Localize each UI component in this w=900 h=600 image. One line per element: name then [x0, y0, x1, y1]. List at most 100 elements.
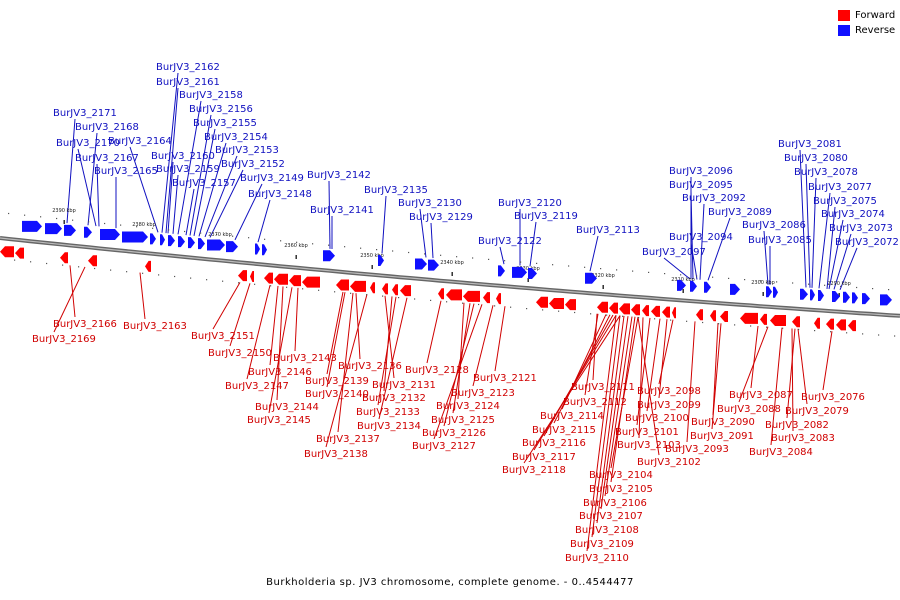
gene-label: BurJV3_2077	[808, 182, 872, 193]
lower-tick-dot	[14, 259, 16, 261]
gene-leader-line	[269, 285, 279, 366]
gene-leader-line	[658, 319, 668, 399]
reverse-gene-arrow	[188, 237, 195, 249]
gene-leader-line	[198, 142, 227, 237]
upper-tick-dot	[8, 212, 10, 215]
gene-label: BurJV3_2081	[778, 139, 842, 150]
gene-label: BurJV3_2134	[357, 421, 421, 432]
lower-tick-dot	[798, 328, 800, 331]
gene-leader-line	[172, 174, 179, 234]
upper-tick-dot	[488, 258, 490, 260]
reverse-gene-arrow	[84, 226, 92, 238]
gene-label: BurJV3_2098	[637, 386, 701, 397]
gene-leader-line	[419, 208, 427, 258]
gene-label: BurJV3_2078	[794, 167, 858, 178]
kbp-tick-mark	[371, 265, 373, 269]
gene-leader-line	[839, 247, 858, 290]
gene-leader-line	[229, 283, 251, 347]
gene-leader-line	[189, 114, 212, 236]
kbp-tick-label: 2350 kbp	[360, 253, 384, 259]
forward-gene-arrow	[631, 304, 640, 316]
gene-label: BurJV3_2075	[813, 196, 877, 207]
reverse-gene-arrow	[207, 239, 225, 251]
gene-leader-line	[711, 323, 722, 430]
upper-tick-dot	[888, 289, 890, 291]
upper-tick-dot	[328, 244, 330, 246]
reverse-gene-arrow	[100, 228, 120, 240]
lower-tick-dot	[366, 294, 368, 296]
legend-forward-label: Forward	[855, 10, 896, 21]
lower-tick-dot	[542, 309, 544, 311]
gene-leader-line	[337, 292, 354, 433]
lower-tick-dot	[830, 331, 832, 333]
upper-tick-dot	[552, 264, 554, 266]
reverse-gene-arrow	[160, 234, 165, 246]
gene-leader-line	[584, 313, 599, 396]
forward-gene-arrow	[720, 311, 728, 323]
forward-gene-arrow	[60, 252, 68, 264]
reverse-gene-arrow	[766, 286, 772, 298]
gene-label: BurJV3_2114	[540, 411, 604, 422]
gene-leader-line	[212, 282, 241, 330]
lower-tick-dot	[750, 325, 752, 327]
upper-tick-dot	[104, 222, 106, 225]
gene-leader-line	[165, 87, 179, 234]
forward-gene-arrow	[549, 297, 564, 309]
kbp-tick-mark	[295, 255, 297, 259]
gene-label: BurJV3_2154	[204, 132, 268, 143]
lower-tick-dot	[846, 332, 848, 334]
gene-label: BurJV3_2082	[765, 420, 829, 431]
lower-tick-dot	[510, 306, 512, 308]
kbp-tick-label: 2370 kbp	[208, 232, 232, 238]
gene-label: BurJV3_2096	[669, 166, 733, 177]
gene-label: BurJV3_2119	[514, 211, 578, 222]
upper-tick-dot	[264, 238, 266, 240]
upper-tick-dot	[168, 229, 170, 231]
gene-label: BurJV3_2140	[305, 389, 369, 400]
reverse-gene-arrow	[512, 266, 527, 278]
gene-label: BurJV3_2095	[669, 180, 733, 191]
gene-leader-line	[234, 183, 263, 241]
gene-leader-line	[763, 230, 769, 285]
reverse-gene-arrow	[704, 281, 711, 293]
forward-gene-arrow	[597, 301, 608, 313]
gene-leader-line	[96, 163, 100, 227]
reverse-gene-arrow	[178, 236, 185, 248]
gene-label: BurJV3_2131	[372, 380, 436, 391]
forward-gene-arrow	[662, 306, 670, 318]
upper-tick-dot	[40, 216, 42, 218]
gene-leader-line	[818, 192, 831, 289]
kbp-tick-mark	[63, 220, 65, 224]
upper-tick-dot	[632, 270, 634, 272]
gene-leader-line	[638, 317, 644, 439]
gene-label: BurJV3_2128	[405, 365, 469, 376]
upper-tick-dot	[24, 214, 26, 216]
gene-label: BurJV3_2099	[637, 400, 701, 411]
upper-tick-dot	[120, 224, 122, 226]
gene-leader-line	[457, 302, 465, 400]
upper-tick-dot	[200, 232, 202, 234]
forward-gene-arrow	[770, 314, 786, 326]
gene-leader-line	[707, 217, 731, 281]
gene-leader-line	[177, 100, 202, 235]
gene-leader-line	[799, 149, 807, 288]
forward-gene-arrow	[760, 313, 767, 325]
gene-leader-line	[791, 328, 794, 432]
gene-label: BurJV3_2165	[94, 166, 158, 177]
gene-leader-line	[646, 318, 661, 412]
chromosome-backbone-highlight	[0, 237, 900, 317]
gene-label: BurJV3_2104	[589, 470, 653, 481]
gene-label: BurJV3_2097	[642, 247, 706, 258]
lower-tick-dot	[46, 262, 48, 265]
reverse-gene-arrow	[880, 294, 892, 306]
lower-tick-dot	[878, 334, 880, 336]
gene-label: BurJV3_2072	[835, 237, 899, 248]
gene-label: BurJV3_2130	[398, 198, 462, 209]
reverse-gene-arrow	[415, 258, 427, 270]
forward-gene-arrow	[264, 272, 273, 284]
reverse-gene-arrow	[498, 265, 505, 277]
lower-tick-dot	[174, 275, 176, 278]
gene-labels: BurJV3_2171BurJV3_2168BurJV3_2170BurJV3_…	[32, 62, 899, 564]
kbp-tick-label: 2340 kbp	[440, 260, 464, 266]
